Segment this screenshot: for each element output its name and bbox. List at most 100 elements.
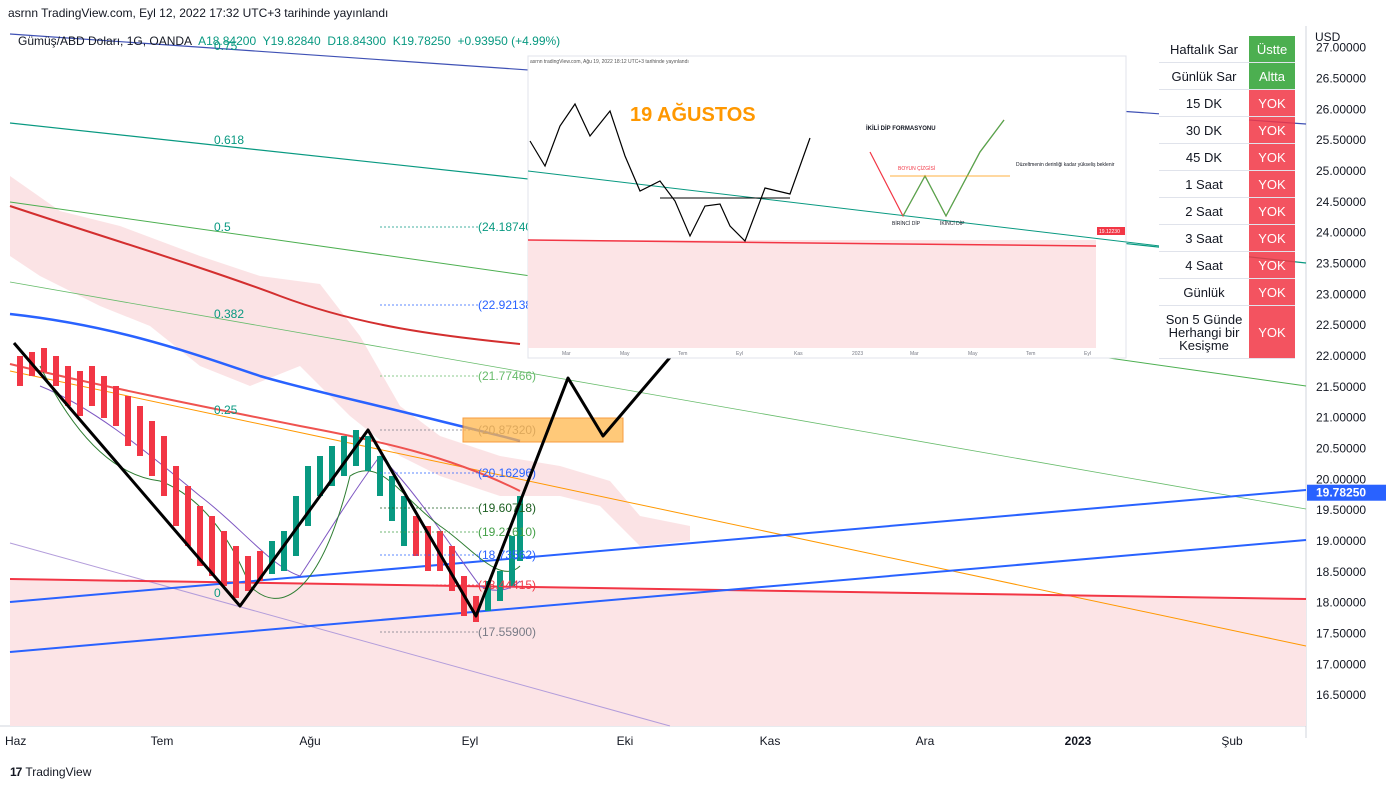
price-level-label: (21.77466): [478, 369, 536, 383]
signal-value: YOK: [1249, 89, 1295, 117]
y-tick-label: 20.00000: [1316, 472, 1366, 486]
inset-header: asrnn tradingView.com, Ağu 19, 2022 18:1…: [530, 59, 689, 65]
price-level-label: (17.55900): [478, 625, 536, 639]
price-level-label: (19.60718): [478, 501, 536, 515]
x-tick-label: Şub: [1221, 734, 1243, 748]
signal-table: Haftalık Sar Üstte Günlük Sar Altta 15 DK YOK…: [1159, 36, 1295, 359]
y-tick-label: 16.50000: [1316, 688, 1366, 702]
signal-label: Günlük Sar: [1159, 62, 1249, 90]
signal-row: 2 Saat YOK: [1159, 197, 1295, 225]
y-tick-label: 21.00000: [1316, 411, 1366, 425]
y-tick-label: 24.00000: [1316, 226, 1366, 240]
candle: [509, 536, 515, 586]
trend-line-blue: [9, 539, 1307, 653]
y-tick-label: 23.50000: [1316, 256, 1366, 270]
ohlc-legend: Gümüş/ABD Doları, 1G, OANDA A18.84200 Y1…: [18, 34, 560, 48]
y-tick-label: 22.50000: [1316, 318, 1366, 332]
x-tick-label: Ara: [916, 734, 935, 748]
fib-ratio-label: 0.25: [214, 403, 238, 417]
candle: [305, 466, 311, 526]
signal-value: Üstte: [1249, 36, 1295, 63]
candle: [113, 386, 119, 426]
signal-label: 45 DK: [1159, 143, 1249, 171]
candle: [77, 371, 83, 416]
signal-label: 2 Saat: [1159, 197, 1249, 225]
candle: [209, 516, 215, 576]
inset-month-label: Mar: [910, 351, 919, 357]
y-tick-label: 25.50000: [1316, 133, 1366, 147]
fib-channel-line: [9, 370, 1307, 647]
oscillator-line: [39, 365, 521, 599]
signal-label: Son 5 Günde Herhangi bir Kesişme: [1159, 305, 1249, 359]
candle: [65, 366, 71, 406]
x-tick-label: 2023: [1065, 734, 1092, 748]
signal-label: 15 DK: [1159, 89, 1249, 117]
candle: [425, 526, 431, 571]
price-level-label: (20.16296): [478, 466, 536, 480]
inset-zone: [528, 240, 1096, 348]
candle: [473, 596, 479, 622]
candle: [517, 496, 523, 561]
last-price-badge: [1307, 484, 1386, 501]
candle: [197, 506, 203, 566]
symbol-name[interactable]: Gümüş/ABD Doları, 1G, OANDA: [18, 34, 193, 48]
high-value: Y19.82840: [262, 34, 321, 48]
signal-row: Günlük Sar Altta: [1159, 62, 1295, 90]
candle: [317, 456, 323, 496]
tradingview-logo-icon: 17: [10, 765, 22, 779]
candle: [17, 356, 23, 386]
price-level-label: (24.18740): [478, 220, 536, 234]
y-tick-label: 17.50000: [1316, 626, 1366, 640]
inset-neckline-label: BOYUN ÇİZGİSİ: [898, 165, 935, 172]
inset-month-label: 2023: [852, 351, 863, 357]
signal-row: 15 DK YOK: [1159, 89, 1295, 117]
signal-row: 45 DK YOK: [1159, 143, 1295, 171]
y-tick-label: 18.00000: [1316, 596, 1366, 610]
x-tick-label: Kas: [760, 734, 781, 748]
inset-month-label: May: [968, 351, 978, 357]
candle: [329, 446, 335, 486]
candle: [53, 356, 59, 386]
candle: [401, 496, 407, 546]
signal-value: YOK: [1249, 224, 1295, 252]
candle: [257, 551, 263, 581]
signal-label: Haftalık Sar: [1159, 36, 1249, 63]
fib-ratio-label: 0: [214, 586, 221, 600]
footer: 17 TradingView: [10, 765, 91, 779]
y-tick-label: 20.50000: [1316, 441, 1366, 455]
projection-zigzag: [12, 245, 767, 618]
candle: [449, 546, 455, 591]
fib-ratio-label: 0.75: [214, 39, 238, 53]
inset-last-label: 19.12230: [1099, 229, 1120, 235]
candle: [41, 348, 47, 372]
candle: [245, 556, 251, 591]
candle: [125, 396, 131, 446]
x-tick-label: Ağu: [299, 734, 320, 748]
inset-price-path: [529, 102, 811, 243]
x-tick-label: Tem: [151, 734, 174, 748]
candle: [137, 406, 143, 456]
inset-month-label: Kas: [794, 351, 803, 357]
inset-image: asrnn tradingView.com, Ağu 19, 2022 18:1…: [527, 55, 1161, 359]
inset-month-label: Tem: [678, 351, 687, 357]
signal-label: 30 DK: [1159, 116, 1249, 144]
signal-value: YOK: [1249, 116, 1295, 144]
candle: [485, 581, 491, 611]
candle: [173, 466, 179, 526]
candle: [389, 476, 395, 521]
x-tick-label: Eyl: [462, 734, 479, 748]
inset-line: [527, 170, 1161, 247]
open-value: A18.84200: [198, 34, 257, 48]
y-tick-label: 25.00000: [1316, 164, 1366, 178]
brand-name[interactable]: TradingView: [25, 765, 92, 779]
price-chart[interactable]: 0.75 0.618 0.5 0.382 0.25 0 (24.18740) (22.9213…: [0, 26, 1386, 765]
candle: [293, 496, 299, 556]
signal-row: 3 Saat YOK: [1159, 224, 1295, 252]
price-level-label: (18.73562): [478, 548, 536, 562]
candle: [89, 366, 95, 406]
fib-ratio-label: 0.5: [214, 220, 231, 234]
signal-value: Altta: [1249, 62, 1295, 90]
low-value: D18.84300: [327, 34, 387, 48]
signal-value: YOK: [1249, 278, 1295, 306]
candle: [365, 436, 371, 471]
